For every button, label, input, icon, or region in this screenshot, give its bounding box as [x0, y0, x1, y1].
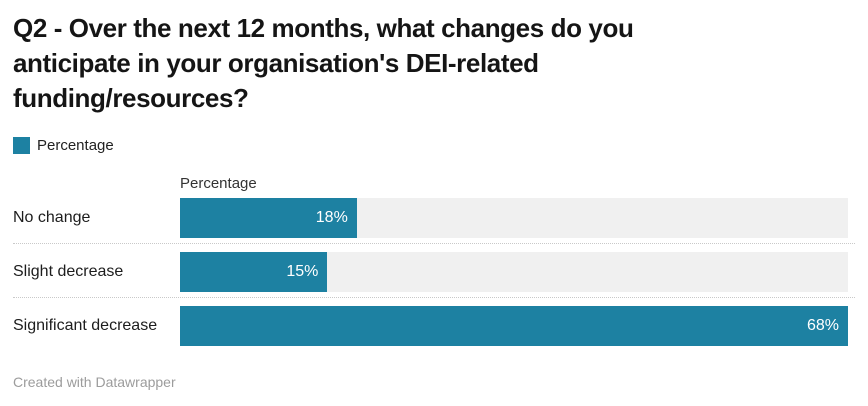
attribution-credit: Created with Datawrapper [13, 374, 176, 390]
bar-fill: 18% [180, 198, 357, 238]
category-label: No change [13, 209, 91, 226]
legend-label: Percentage [37, 137, 114, 154]
column-header-row: Percentage [13, 175, 855, 194]
legend-color-swatch [13, 137, 30, 154]
chart-title-line-2: anticipate in your organisation's DEI-re… [13, 48, 539, 78]
bar-fill: 15% [180, 252, 328, 292]
row-separator [13, 243, 855, 244]
bar-value-label: 15% [286, 263, 319, 280]
bar-track: 68% [180, 306, 848, 346]
row-separator [13, 297, 855, 298]
bar-row: No change 18% [13, 198, 855, 238]
chart-title: Q2 - Over the next 12 months, what chang… [13, 11, 855, 116]
category-label: Slight decrease [13, 263, 124, 280]
legend: Percentage [13, 137, 855, 154]
bar-track: 15% [180, 252, 848, 292]
chart-title-line-3: funding/resources? [13, 83, 249, 113]
chart-title-line-1: Q2 - Over the next 12 months, what chang… [13, 13, 634, 43]
column-header-spacer [13, 175, 180, 194]
bar-row: Significant decrease 68% [13, 306, 855, 346]
column-header: Percentage [180, 175, 257, 192]
bar-fill: 68% [180, 306, 848, 346]
bar-value-label: 18% [315, 209, 348, 226]
category-label: Significant decrease [13, 317, 158, 334]
bar-rows: No change 18% Slight decrease 15% Significan… [13, 198, 855, 346]
bar-value-label: 68% [806, 317, 839, 334]
bar-track: 18% [180, 198, 848, 238]
bar-row: Slight decrease 15% [13, 252, 855, 292]
